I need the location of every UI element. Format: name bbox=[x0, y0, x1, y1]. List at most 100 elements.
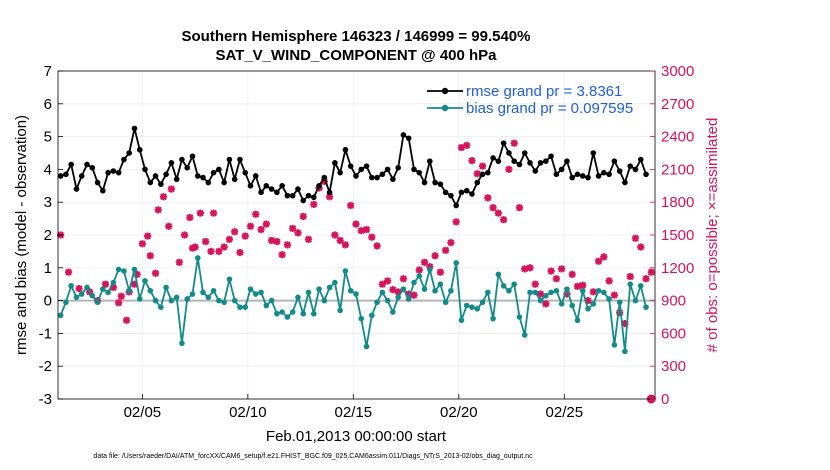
obs-assimilated-marker bbox=[294, 229, 302, 237]
obs-assimilated-marker bbox=[526, 264, 534, 272]
obs-marker-stroke bbox=[463, 141, 471, 149]
obs-marker-stroke bbox=[202, 238, 210, 245]
obs-marker-stroke bbox=[626, 273, 634, 280]
obs-assimilated-marker bbox=[241, 232, 249, 240]
obs-marker-stroke bbox=[363, 226, 370, 233]
obs-marker-stroke bbox=[117, 292, 125, 300]
obs-assimilated-marker bbox=[151, 269, 160, 277]
bias-point bbox=[121, 268, 127, 274]
rmse-point bbox=[574, 171, 581, 178]
obs-marker-stroke bbox=[152, 269, 159, 277]
obs-assimilated-marker bbox=[101, 280, 110, 288]
obs-marker-stroke bbox=[368, 233, 376, 241]
legend-rmse-marker bbox=[441, 87, 449, 95]
rmse-point bbox=[643, 171, 649, 178]
rmse-point bbox=[453, 202, 459, 209]
bias-point bbox=[237, 304, 243, 310]
rmse-point bbox=[627, 163, 634, 169]
obs-marker-stroke bbox=[186, 214, 194, 221]
left-tick-label: 5 bbox=[44, 129, 52, 146]
obs-assimilated-marker bbox=[494, 209, 502, 217]
rmse-point bbox=[353, 173, 359, 179]
obs-marker-stroke bbox=[231, 228, 239, 236]
bias-point bbox=[326, 284, 333, 291]
rmse-point bbox=[416, 169, 423, 176]
bias-point bbox=[258, 289, 264, 296]
rmse-point bbox=[163, 171, 169, 178]
bias-point bbox=[300, 310, 307, 317]
rmse-point bbox=[585, 174, 591, 181]
obs-marker-stroke bbox=[436, 268, 444, 276]
obs-assimilated-marker bbox=[647, 268, 655, 276]
obs-marker-stroke bbox=[568, 270, 576, 278]
bias-point bbox=[226, 276, 233, 283]
bias-point bbox=[574, 317, 581, 324]
bias-point bbox=[342, 268, 349, 274]
obs-assimilated-marker bbox=[165, 222, 173, 230]
obs-assimilated-marker bbox=[463, 141, 471, 149]
bias-point bbox=[564, 286, 570, 292]
rmse-point bbox=[194, 173, 201, 179]
obs-assimilated-marker bbox=[289, 224, 297, 233]
rmse-point bbox=[316, 183, 322, 189]
rmse-point bbox=[258, 189, 264, 196]
rmse-point bbox=[226, 156, 233, 163]
rmse-point bbox=[105, 169, 111, 176]
obs-marker-stroke bbox=[647, 268, 655, 276]
bias-point bbox=[184, 296, 191, 302]
rmse-point bbox=[632, 166, 639, 173]
rmse-point bbox=[263, 183, 270, 189]
rmse-point bbox=[268, 186, 275, 192]
rmse-point bbox=[437, 181, 444, 187]
obs-assimilated-marker bbox=[252, 210, 260, 218]
rmse-point bbox=[579, 173, 586, 179]
bias-point bbox=[548, 289, 554, 296]
obs-assimilated-marker bbox=[257, 225, 265, 234]
obs-assimilated-marker bbox=[589, 288, 597, 296]
left-tick-label: 1 bbox=[44, 260, 52, 277]
bias-point bbox=[94, 299, 101, 306]
rmse-point bbox=[347, 163, 354, 169]
bias-point bbox=[495, 271, 502, 278]
right-tick-label: 600 bbox=[661, 325, 686, 342]
obs-marker-stroke bbox=[241, 232, 249, 240]
rmse-point bbox=[321, 174, 328, 181]
rmse-point bbox=[337, 169, 343, 176]
rmse-point bbox=[622, 179, 628, 186]
rmse-point bbox=[595, 173, 602, 179]
right-tick-label: 1800 bbox=[661, 194, 694, 211]
bias-point bbox=[622, 348, 628, 355]
bias-point bbox=[595, 287, 602, 294]
bias-point bbox=[142, 278, 148, 284]
bias-point bbox=[89, 292, 96, 299]
rmse-point bbox=[405, 135, 412, 142]
obs-assimilated-marker bbox=[510, 139, 518, 147]
bias-point bbox=[147, 287, 154, 294]
bias-point bbox=[411, 279, 417, 286]
obs-marker-stroke bbox=[579, 281, 587, 289]
left-tick-label: 7 bbox=[44, 63, 52, 80]
left-tick-label: 3 bbox=[44, 194, 52, 211]
left-tick-label: 4 bbox=[44, 161, 52, 178]
obs-assimilated-marker bbox=[484, 194, 492, 202]
rmse-point bbox=[463, 187, 470, 194]
rmse-series bbox=[57, 125, 649, 209]
bias-point bbox=[247, 286, 254, 292]
obs-assimilated-marker bbox=[215, 247, 223, 255]
bias-point bbox=[400, 286, 407, 292]
bias-point bbox=[469, 304, 475, 310]
rmse-point bbox=[100, 187, 106, 194]
x-tick-label: 02/25 bbox=[546, 404, 584, 421]
obs-assimilated-marker bbox=[122, 316, 131, 324]
bias-point bbox=[463, 302, 470, 309]
rmse-point bbox=[374, 174, 380, 181]
obs-marker-stroke bbox=[410, 291, 418, 299]
rmse-point bbox=[126, 150, 132, 156]
obs-marker-stroke bbox=[160, 193, 167, 201]
rmse-point bbox=[474, 179, 481, 186]
rmse-point bbox=[295, 186, 301, 192]
bias-point bbox=[274, 310, 280, 317]
obs-marker-stroke bbox=[394, 288, 402, 296]
x-tick-label: 02/10 bbox=[229, 404, 267, 421]
obs-marker-stroke bbox=[605, 277, 613, 285]
